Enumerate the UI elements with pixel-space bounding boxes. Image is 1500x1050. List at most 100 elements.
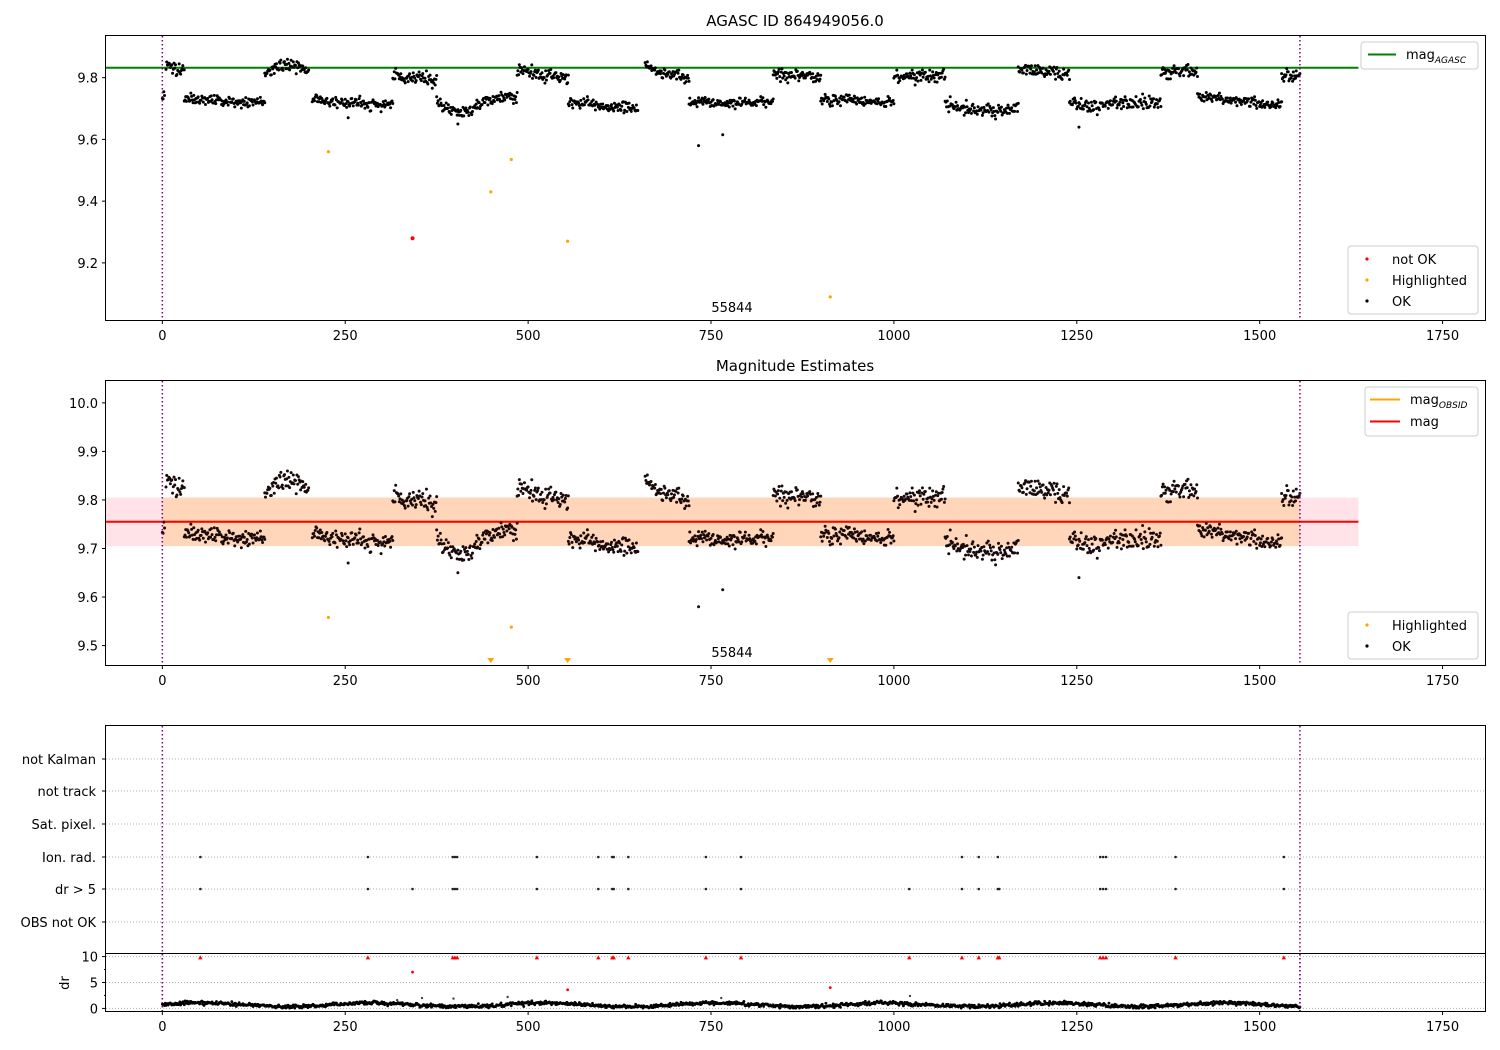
ok-point [239, 106, 243, 110]
ok-point [436, 534, 440, 538]
ok-point [1097, 549, 1101, 553]
ok-point [465, 549, 469, 553]
ok-point [1217, 522, 1221, 526]
ok-point [976, 105, 980, 109]
ok-point [354, 98, 358, 102]
ok-point [268, 486, 272, 490]
ok-point [456, 548, 460, 552]
ok-point [719, 535, 723, 539]
ok-point [1097, 108, 1101, 112]
ok-point [1259, 537, 1263, 541]
ok-point [407, 495, 411, 499]
ok-point [351, 542, 355, 546]
ok-point [288, 486, 292, 490]
x-tick-label: 250 [333, 674, 358, 689]
ok-point [703, 96, 707, 100]
ok-point [250, 536, 254, 540]
ok-point [411, 71, 415, 75]
ok-point [892, 539, 896, 543]
ok-point [1025, 69, 1029, 73]
ok-point [622, 553, 626, 557]
dr-point [293, 1006, 297, 1010]
flag-point [739, 887, 743, 891]
ok-point [1073, 534, 1077, 538]
ok-point [677, 68, 681, 72]
panel1-legend-top: magAGASC [1360, 41, 1479, 70]
ok-point [1084, 535, 1088, 539]
flag-point [1098, 887, 1102, 891]
ok-point [323, 539, 327, 543]
ok-point [1051, 69, 1055, 73]
ok-point [1271, 538, 1275, 542]
ok-point [910, 486, 914, 490]
dr-point [490, 1002, 494, 1006]
ok-point [687, 504, 691, 508]
ok-point [825, 100, 829, 104]
ok-point [274, 481, 278, 485]
ok-point [920, 486, 924, 490]
ok-point [1053, 492, 1057, 496]
ok-point [705, 538, 709, 542]
ok-point [388, 102, 392, 106]
ok-point [653, 482, 657, 486]
ok-point [456, 122, 460, 126]
ok-point [847, 525, 851, 529]
ok-point [838, 530, 842, 534]
ok-point [203, 540, 207, 544]
ok-point [986, 539, 990, 543]
ok-point [168, 482, 172, 486]
ok-point [884, 104, 888, 108]
ok-point [681, 494, 685, 498]
ok-point [318, 528, 322, 532]
ok-point [612, 550, 616, 554]
ok-point [255, 97, 259, 101]
ok-point [770, 535, 774, 539]
ok-point [1221, 539, 1225, 543]
ok-point [731, 543, 735, 547]
ok-point [369, 550, 373, 554]
flag-point [996, 855, 1000, 859]
ok-point [1291, 504, 1295, 508]
ok-point [941, 487, 945, 491]
ok-point [987, 110, 991, 114]
ok-point [629, 551, 633, 555]
ok-point [1006, 103, 1010, 107]
ok-point [287, 475, 291, 479]
ok-point [1131, 544, 1135, 548]
ok-point [1115, 106, 1119, 110]
flag-point [1104, 887, 1108, 891]
ok-point [279, 58, 283, 62]
ok-point [1210, 535, 1214, 539]
ok-point [738, 96, 742, 100]
ok-point [184, 535, 188, 539]
ok-point [307, 68, 311, 72]
ok-point [615, 544, 619, 548]
ok-point [916, 503, 920, 507]
ok-point [777, 485, 781, 489]
ok-point [471, 109, 475, 113]
ok-point [331, 531, 335, 535]
ok-point [1248, 104, 1252, 108]
ok-point [1294, 499, 1298, 503]
ok-point [181, 64, 185, 68]
ok-point [1140, 541, 1144, 545]
ok-point [1077, 125, 1081, 129]
ok-point [762, 103, 766, 107]
ok-point [528, 496, 532, 500]
ok-point [989, 108, 993, 112]
ok-point [351, 104, 355, 108]
ok-point [468, 544, 472, 548]
x-tick-label: 750 [699, 329, 724, 344]
panel2-legend-top: magOBSID mag [1364, 386, 1479, 437]
dr-point [908, 994, 912, 998]
ok-point [585, 95, 589, 99]
ok-point [1068, 99, 1072, 103]
ok-point [732, 535, 736, 539]
ok-point [471, 551, 475, 555]
ok-point [931, 70, 935, 74]
ok-point [1053, 72, 1057, 76]
ok-point [179, 492, 183, 496]
ok-point [1285, 484, 1289, 488]
ok-point [902, 494, 906, 498]
ok-point [1089, 537, 1093, 541]
